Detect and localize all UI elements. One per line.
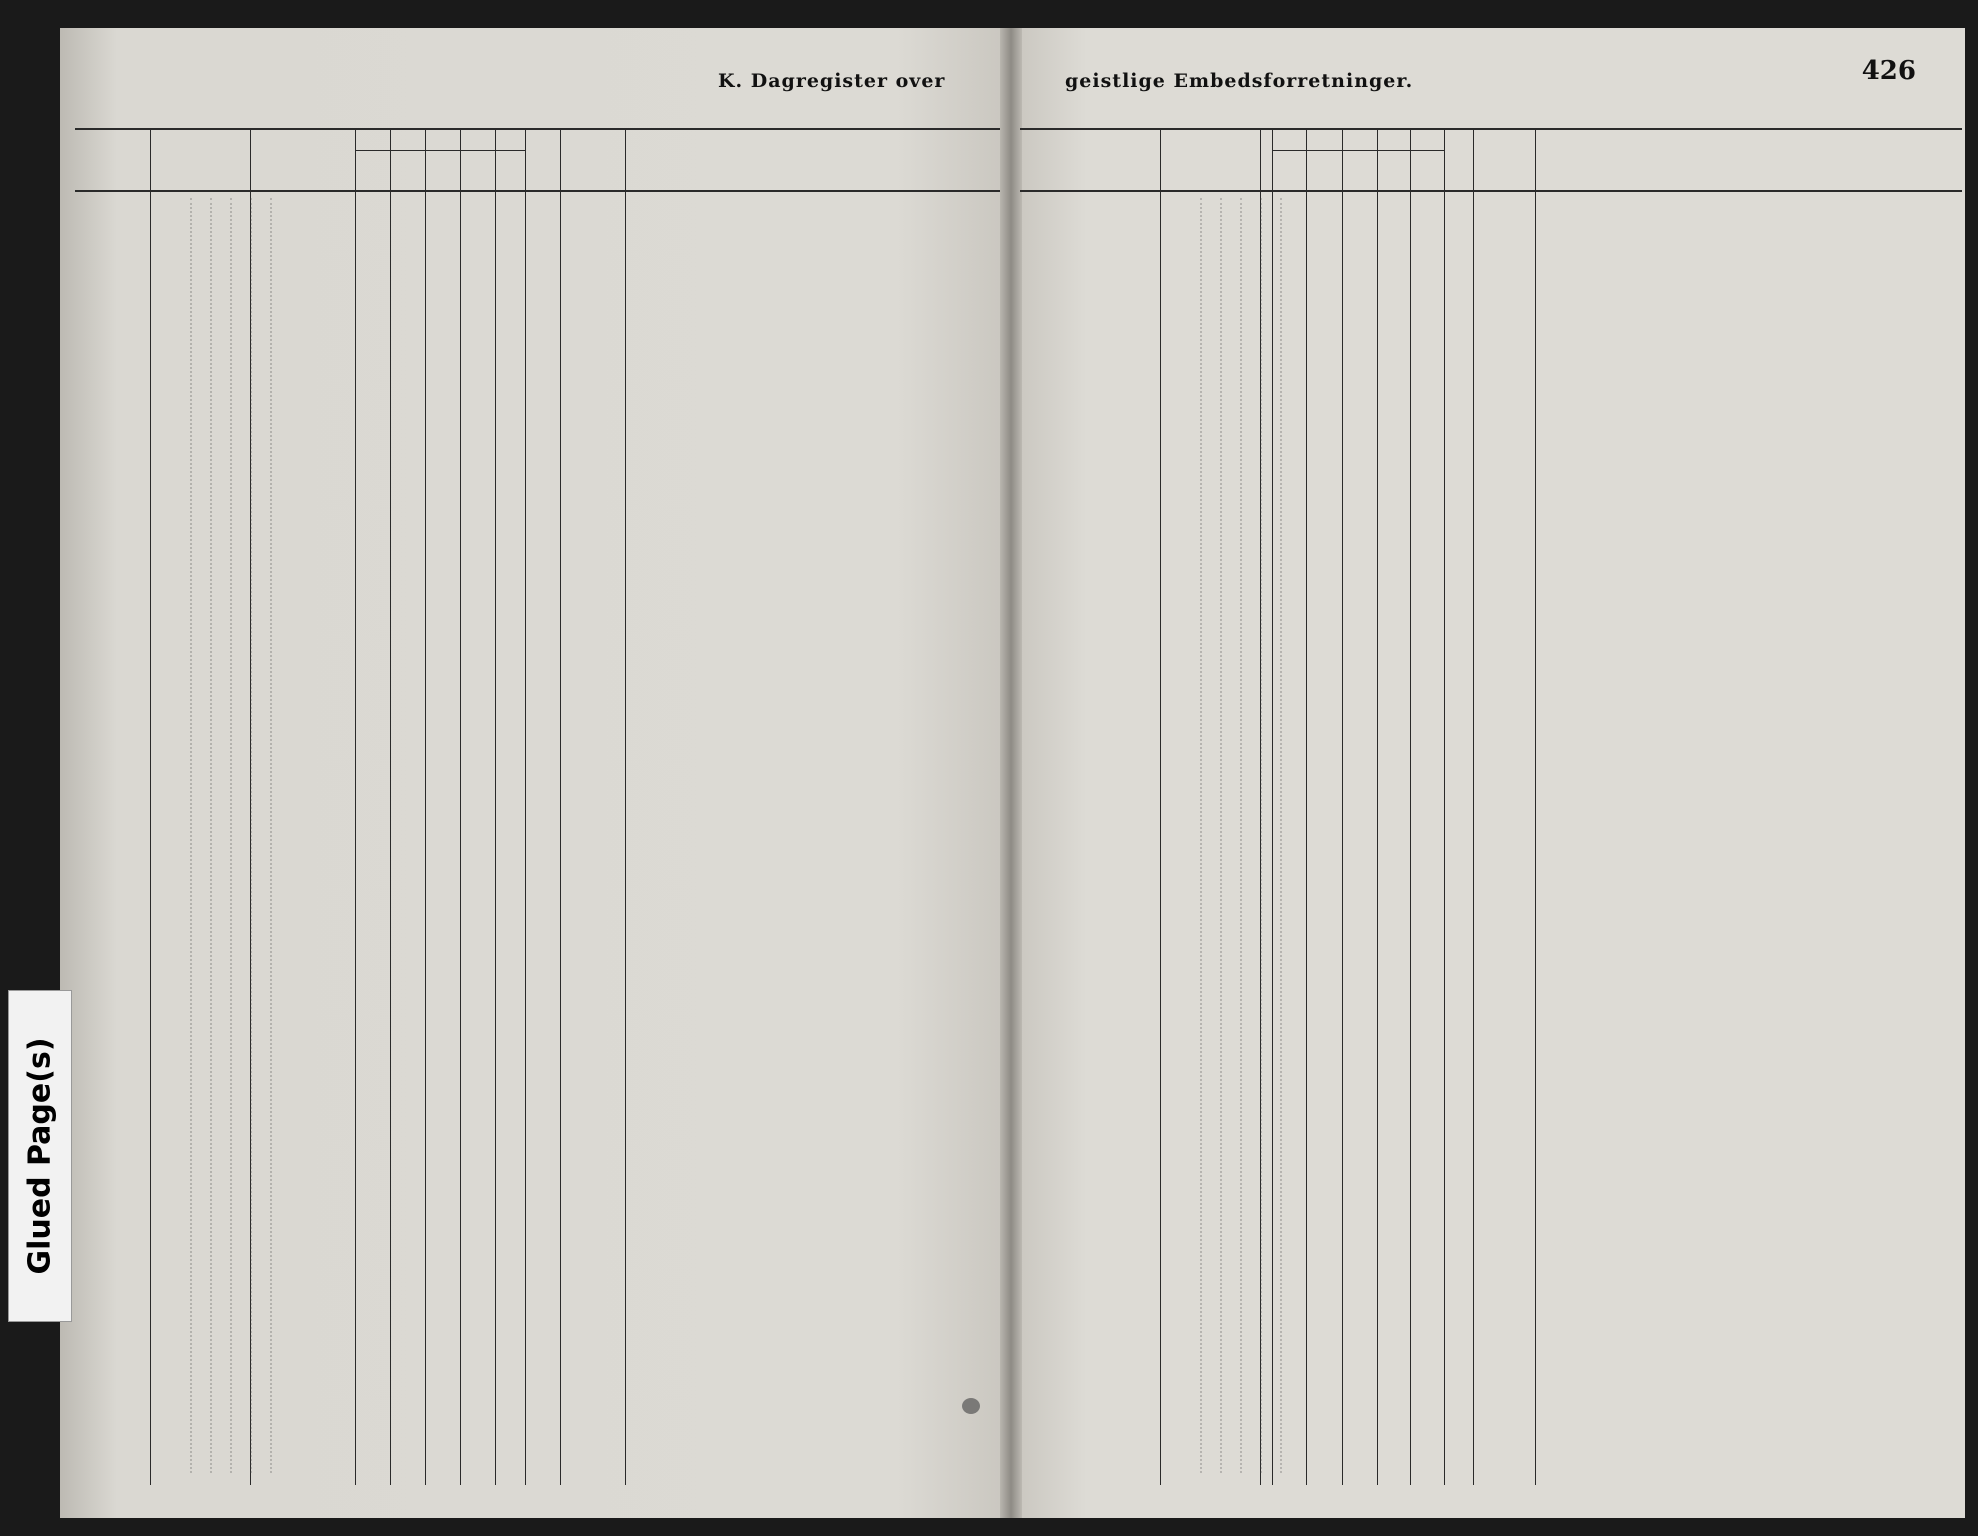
- column-rule-left-6: [495, 128, 496, 1485]
- column-rule-right-7: [1444, 128, 1445, 1485]
- dotted-guide-left-3: [250, 198, 252, 1473]
- ink-blot: [962, 1398, 980, 1414]
- dotted-guide-right-0: [1200, 198, 1202, 1473]
- right-page: [1010, 28, 1965, 1518]
- column-rule-left-1: [250, 128, 251, 1485]
- table-header-rule-right: [1020, 190, 1962, 192]
- column-rule-left-5: [460, 128, 461, 1485]
- glued-pages-label: Glued Page(s): [22, 1037, 58, 1275]
- antal-rule-right: [1272, 150, 1444, 151]
- column-rule-right-3: [1306, 128, 1307, 1485]
- table-top-rule-right: [1020, 128, 1962, 130]
- column-rule-right-6: [1410, 128, 1411, 1485]
- dotted-guide-right-3: [1260, 198, 1262, 1473]
- left-page: [60, 28, 1010, 1518]
- column-rule-left-8: [560, 128, 561, 1485]
- table-header-rule-left: [75, 190, 1000, 192]
- column-rule-right-2: [1272, 128, 1273, 1485]
- dotted-guide-left-4: [270, 198, 272, 1473]
- dotted-guide-left-2: [230, 198, 232, 1473]
- column-rule-left-7: [525, 128, 526, 1485]
- dotted-guide-right-4: [1280, 198, 1282, 1473]
- dotted-guide-right-1: [1220, 198, 1222, 1473]
- column-rule-right-1: [1260, 128, 1261, 1485]
- column-rule-right-4: [1342, 128, 1343, 1485]
- left-page-title: K. Dagregister over: [718, 70, 946, 92]
- table-top-rule-left: [75, 128, 1000, 130]
- column-rule-right-5: [1377, 128, 1378, 1485]
- column-rule-right-8: [1473, 128, 1474, 1485]
- dotted-guide-right-2: [1240, 198, 1242, 1473]
- dotted-guide-left-1: [210, 198, 212, 1473]
- book-gutter: [1000, 28, 1022, 1518]
- column-rule-left-9: [625, 128, 626, 1485]
- column-rule-left-2: [355, 128, 356, 1485]
- column-rule-right-0: [1160, 128, 1161, 1485]
- antal-rule-left: [355, 150, 525, 151]
- right-page-title: geistlige Embedsforretninger.: [1065, 70, 1414, 92]
- column-rule-left-3: [390, 128, 391, 1485]
- dotted-guide-left-0: [190, 198, 192, 1473]
- column-rule-left-0: [150, 128, 151, 1485]
- glued-pages-stamp: Glued Page(s): [8, 990, 72, 1322]
- column-rule-left-4: [425, 128, 426, 1485]
- column-rule-right-9: [1535, 128, 1536, 1485]
- page-number: 426: [1861, 56, 1916, 86]
